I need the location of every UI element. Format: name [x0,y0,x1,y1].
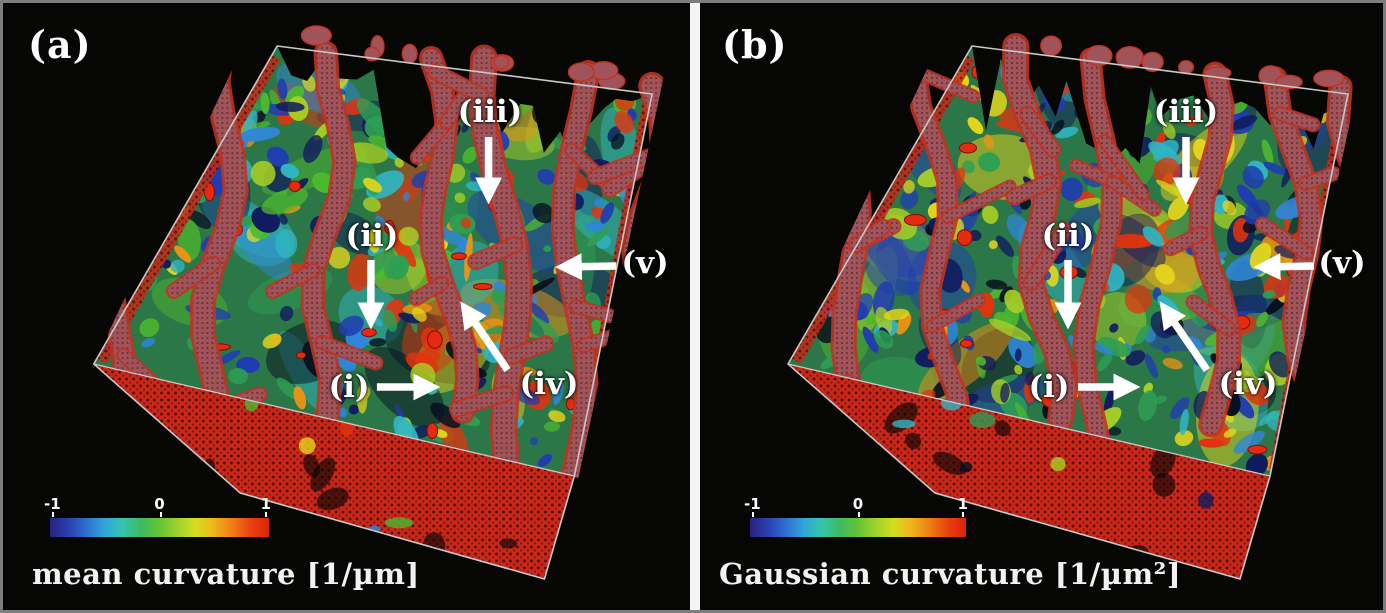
colorbar-ticks-b: -1 0 1 [744,495,968,513]
curvature-3d-render-b [786,23,1364,580]
wireframe-box [786,45,1349,580]
colorbar-tick-max: 1 [957,495,968,513]
annotation-label: (i) [1028,369,1070,405]
panel-b: (b) -1 0 1 Gaussian curvature [1/µm²] (i… [700,6,1383,610]
colorbar-b: -1 0 1 [744,495,968,537]
colorbar-tick-marks [50,512,269,518]
annotation-label: (i) [328,369,370,405]
annotation-label: (v) [621,245,669,281]
colorbar-tick-min: -1 [744,495,761,513]
annotation-label: (iii) [457,94,523,130]
annotation-label: (iii) [1153,94,1219,130]
panel-label-a: (a) [28,22,92,67]
annotation-arrow-left [554,253,617,281]
annotation-label: (iv) [519,366,579,402]
annotation-label: (ii) [1041,218,1095,254]
annotation-arrow-up-left [1159,301,1211,373]
colorbar-tick-marks [750,512,966,518]
annotation-arrows [1054,137,1315,401]
annotation-arrow-up-left [460,301,511,373]
colorbar-tick-zero: 0 [154,495,165,513]
annotation-arrow-left [1253,253,1315,281]
colorbar-tick-min: -1 [44,495,61,513]
wireframe-box [92,45,654,580]
curvature-3d-render-a [92,21,669,580]
panel-a: (a) -1 0 1 mean curvature [1/µm] (i) (ii)… [6,6,690,610]
annotation-label: (v) [1318,245,1366,281]
panel-label-b: (b) [722,22,788,67]
colorbar-gradient [50,518,269,537]
panel-divider [690,3,700,610]
colorbar-a: -1 0 1 [44,495,271,537]
annotation-label: (iv) [1218,366,1278,402]
caption-a: mean curvature [1/µm] [32,557,420,591]
colorbar-tick-zero: 0 [852,495,864,513]
caption-b: Gaussian curvature [1/µm²] [719,557,1182,591]
colorbar-ticks-a: -1 0 1 [44,495,271,513]
colorbar-gradient [750,518,966,537]
annotation-label: (ii) [345,218,399,254]
annotation-arrows [357,137,617,401]
colorbar-tick-max: 1 [260,495,271,513]
